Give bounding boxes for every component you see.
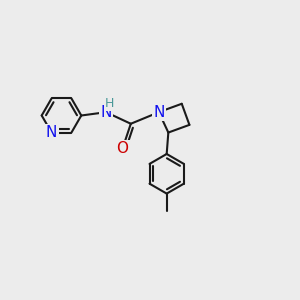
Text: H: H (105, 97, 114, 110)
Text: N: N (100, 105, 112, 120)
Text: N: N (153, 105, 164, 120)
Text: O: O (116, 141, 129, 156)
Text: N: N (46, 125, 57, 140)
